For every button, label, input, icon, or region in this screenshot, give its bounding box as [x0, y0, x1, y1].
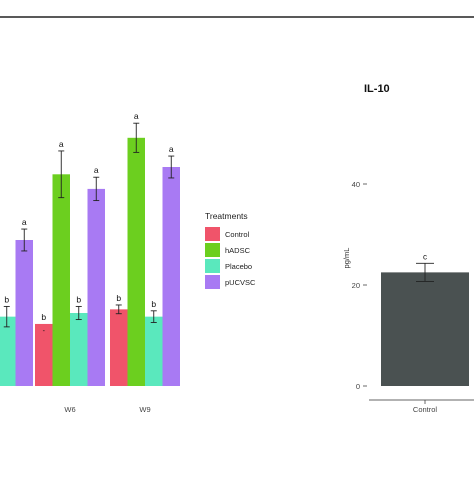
x-tick-label: W9 [139, 405, 150, 414]
right-chart: IL-10 pg/mL 0 20 40 c Control [342, 83, 474, 414]
bar-control [381, 272, 469, 386]
legend-title: Treatments [205, 211, 248, 221]
right-bars: c Control [381, 252, 469, 414]
legend-items: Control hADSC Placebo pUCVSC [205, 227, 256, 289]
bar-mark: - [43, 328, 46, 335]
bar-placebo-1 [70, 313, 88, 386]
significance-letter: a [59, 139, 64, 149]
y-tick-label: 20 [352, 281, 360, 290]
bar-control-2 [110, 309, 128, 386]
bar-placebo-0 [0, 316, 16, 386]
bar-hadsc-1 [52, 174, 70, 386]
significance-letter: b [151, 299, 156, 309]
legend-label: hADSC [225, 246, 251, 255]
left-chart: b b a a b b b a a a - W6 W9 [0, 111, 180, 414]
bar-pucvsc-2 [162, 167, 180, 386]
legend: Treatments Control hADSC Placebo pUCVSC [205, 211, 256, 289]
legend-label: Control [225, 230, 250, 239]
legend-label: Placebo [225, 262, 252, 271]
legend-swatch [205, 275, 220, 289]
y-tick-label: 0 [356, 382, 360, 391]
right-y-ticks: 0 20 40 [352, 180, 367, 391]
bar-placebo-2 [145, 316, 163, 386]
significance-letter: b [4, 294, 9, 304]
left-bars: b b a a b b b a a a - [0, 111, 180, 386]
legend-swatch [205, 259, 220, 273]
legend-label: pUCVSC [225, 278, 256, 287]
x-tick-label: W6 [64, 405, 75, 414]
significance-letter: b [76, 294, 81, 304]
x-tick-label: Control [413, 405, 438, 414]
y-tick-label: 40 [352, 180, 360, 189]
significance-letter: a [169, 144, 174, 154]
bar-pucvsc-1 [87, 188, 105, 386]
bar-pucvsc-0 [15, 240, 33, 386]
y-axis-label: pg/mL [342, 248, 351, 269]
legend-swatch [205, 227, 220, 241]
significance-letter: a [134, 111, 139, 121]
significance-letter: b [41, 312, 46, 322]
bar-hadsc-2 [127, 137, 145, 386]
bar-control-1 [35, 323, 53, 386]
legend-swatch [205, 243, 220, 257]
left-x-tick-labels: W6 W9 [64, 405, 150, 414]
significance-letter: a [94, 165, 99, 175]
significance-letter: a [22, 217, 27, 227]
chart-title: IL-10 [364, 83, 390, 95]
significance-letter: b [116, 293, 121, 303]
significance-letter: c [423, 252, 427, 261]
